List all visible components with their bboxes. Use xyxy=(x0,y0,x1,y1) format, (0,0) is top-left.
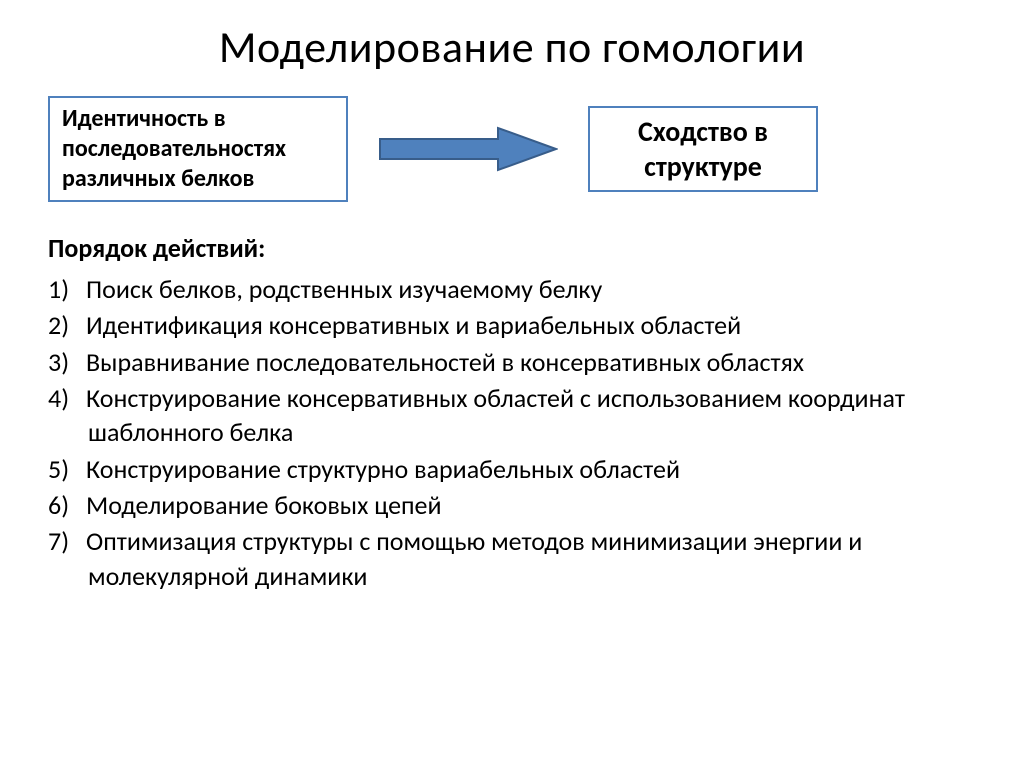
box-similarity: Сходство в структуре xyxy=(588,106,818,192)
list-item: Выравнивание последовательностей в консе… xyxy=(48,345,984,379)
arrow-shape xyxy=(380,128,556,170)
page-title: Моделирование по гомологии xyxy=(40,20,984,74)
list-item: Оптимизация структуры с помощью методов … xyxy=(48,524,984,593)
list-item: Моделирование боковых цепей xyxy=(48,488,984,522)
box-identity: Идентичность в последовательностях разли… xyxy=(48,96,348,202)
list-item: Идентификация консервативных и вариабель… xyxy=(48,308,984,342)
list-item: Конструирование консервативных областей … xyxy=(48,381,984,450)
slide: Моделирование по гомологии Идентичность … xyxy=(0,0,1024,768)
list-item: Поиск белков, родственных изучаемому бел… xyxy=(48,272,984,306)
arrow-right-icon xyxy=(378,126,558,172)
list-item: Конструирование структурно вариабельных … xyxy=(48,452,984,486)
arrow-wrap xyxy=(368,126,568,172)
diagram-row: Идентичность в последовательностях разли… xyxy=(40,96,984,202)
list-heading: Порядок действий: xyxy=(40,232,984,264)
steps-list: Поиск белков, родственных изучаемому бел… xyxy=(40,272,984,593)
